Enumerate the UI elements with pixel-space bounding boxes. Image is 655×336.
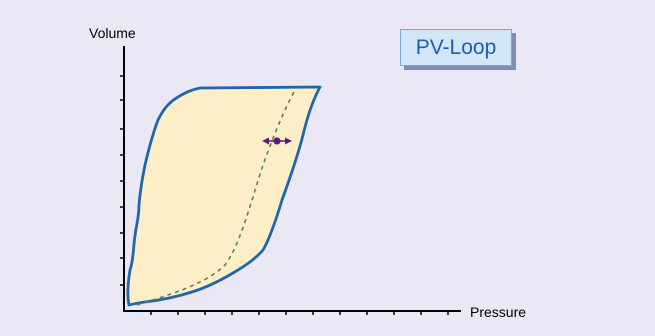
pv-loop-shape [126,85,322,307]
pv-loop-badge: PV-Loop [400,29,512,66]
y-axis-label: Volume [89,25,136,41]
double-arrow-with-dot-icon[interactable] [262,137,292,145]
x-axis-ticks [150,311,449,315]
x-axis-label: Pressure [470,304,526,320]
y-axis-ticks [120,75,124,286]
dashed-compliance-curve [136,89,296,306]
